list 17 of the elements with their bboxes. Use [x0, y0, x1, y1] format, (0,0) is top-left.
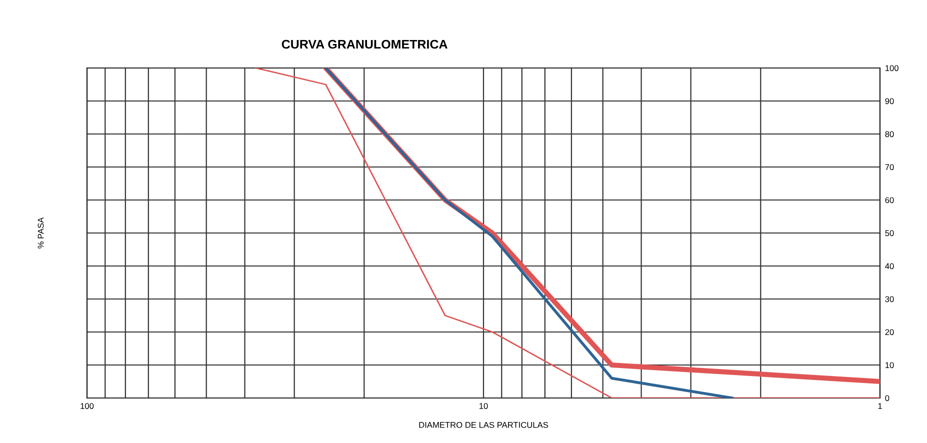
y-tick-label: 10: [885, 362, 894, 368]
y-tick-label: 100: [885, 65, 898, 72]
x-tick-label: 10: [480, 403, 488, 409]
y-tick-label: 50: [885, 230, 894, 236]
y-tick-label: 40: [885, 263, 894, 270]
chart-title: CURVA GRANULOMETRICA: [282, 40, 448, 49]
y-tick-label: 20: [885, 329, 894, 336]
y-tick-label: 30: [885, 296, 894, 302]
x-tick-label: 1: [878, 403, 882, 409]
y-tick-label: 80: [885, 131, 894, 138]
y-axis-title: % PASA: [38, 217, 44, 248]
y-tick-label: 70: [885, 164, 894, 170]
x-axis-title: DIAMETRO DE LAS PARTICULAS: [419, 422, 548, 428]
y-tick-label: 90: [885, 98, 894, 104]
y-tick-label: 0: [885, 395, 890, 402]
y-tick-label: 60: [885, 197, 894, 204]
x-tick-label: 100: [80, 403, 94, 409]
